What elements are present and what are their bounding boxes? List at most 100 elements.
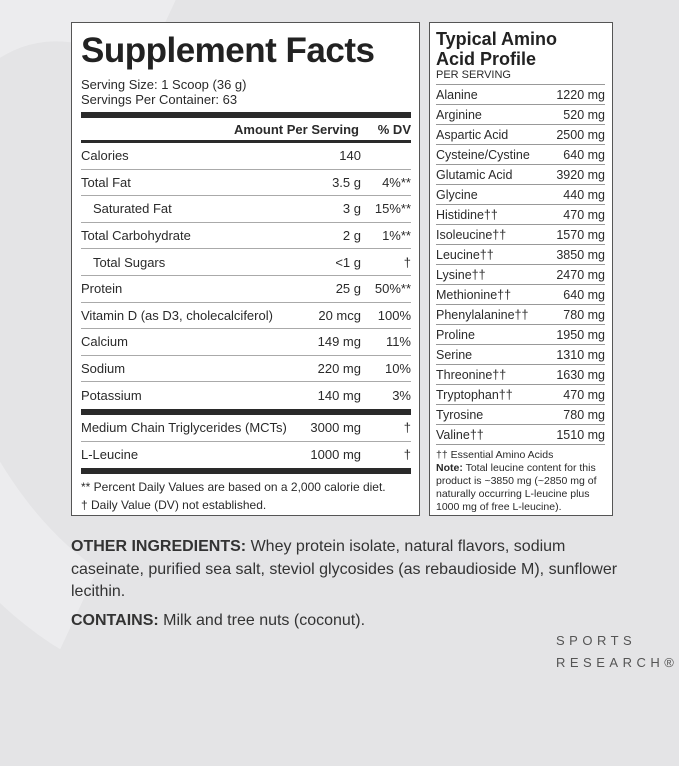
amino-amount: 3850 mg (556, 247, 605, 262)
nutrient-amount: 1000 mg (310, 447, 361, 463)
amino-name: Serine (436, 347, 473, 362)
nutrient-name: Medium Chain Triglycerides (MCTs) (81, 420, 287, 436)
note-text: Total leucine content for this product i… (436, 462, 597, 513)
other-ingredients: OTHER INGREDIENTS: Whey protein isolate,… (71, 536, 631, 604)
amino-amount: 3920 mg (556, 167, 605, 182)
amino-name: Isoleucine†† (436, 227, 507, 242)
footnote-dv: ** Percent Daily Values are based on a 2… (81, 480, 386, 495)
divider-thick (81, 408, 411, 415)
footnote-not-established: † Daily Value (DV) not established. (81, 498, 267, 513)
brand-line1: SPORTS (556, 633, 637, 648)
nutrient-amount: 25 g (335, 281, 361, 297)
table-row: Total Fat 3.5 g 4%** (81, 170, 411, 197)
nutrient-name: Potassium (81, 388, 142, 404)
amino-row: Threonine†† 1630 mg (436, 365, 605, 385)
nutrient-name: Total Fat (81, 174, 131, 190)
table-row: Saturated Fat 3 g 15%** (81, 196, 411, 223)
table-row: Medium Chain Triglycerides (MCTs) 3000 mg… (81, 415, 411, 442)
amino-name: Cysteine/Cystine (436, 147, 530, 162)
nutrient-amount: <1 g (335, 254, 361, 270)
amino-title-line2: Acid Profile (436, 49, 537, 69)
table-row: Protein 25 g 50%** (81, 276, 411, 303)
amino-name: Proline (436, 327, 475, 342)
amino-row: Leucine†† 3850 mg (436, 245, 605, 265)
nutrient-name: Saturated Fat (93, 201, 172, 217)
table-header: Amount Per Serving % DV (81, 118, 411, 140)
amino-name: Tyrosine (436, 407, 484, 422)
amino-row: Histidine†† 470 mg (436, 205, 605, 225)
amino-amount: 470 mg (563, 387, 605, 402)
nutrient-name: L-Leucine (81, 447, 139, 463)
amino-amount: 1310 mg (556, 347, 605, 362)
nutrient-dv: 50%** (374, 281, 411, 297)
amino-amount: 470 mg (563, 207, 605, 222)
amino-row: Tryptophan†† 470 mg (436, 385, 605, 405)
nutrient-amount: 149 mg (317, 334, 361, 350)
supplement-facts-title: Supplement Facts (81, 31, 375, 70)
amino-note: Note: Total leucine content for this pro… (436, 462, 605, 514)
table-row: Total Carbohydrate 2 g 1%** (81, 223, 411, 250)
other-ingredients-text: Whey protein isolate, natural flavors, s… (71, 538, 618, 600)
amino-amount: 2470 mg (556, 267, 605, 282)
amino-name: Glutamic Acid (436, 167, 513, 182)
nutrient-name: Total Sugars (93, 254, 166, 270)
table-row: Sodium 220 mg 10% (81, 356, 411, 383)
nutrient-dv: † (403, 254, 411, 270)
amino-name: Threonine†† (436, 367, 507, 382)
header-dv: % DV (377, 121, 411, 137)
contains-label: CONTAINS: (71, 612, 159, 629)
nutrient-amount: 2 g (342, 228, 361, 244)
amino-row: Phenylalanine†† 780 mg (436, 305, 605, 325)
nutrient-dv: † (403, 447, 411, 463)
amino-row: Methionine†† 640 mg (436, 285, 605, 305)
serving-size: Serving Size: 1 Scoop (36 g) (81, 77, 247, 92)
nutrient-dv: 15%** (374, 201, 411, 217)
amino-amount: 780 mg (563, 407, 605, 422)
other-ingredients-label: OTHER INGREDIENTS: (71, 538, 247, 555)
table-row: Vitamin D (as D3, cholecalciferol) 20 mcg… (81, 303, 411, 330)
amino-row: Aspartic Acid 2500 mg (436, 125, 605, 145)
amino-row: Arginine 520 mg (436, 105, 605, 125)
nutrient-dv: 11% (385, 334, 411, 350)
nutrient-amount: 3.5 g (332, 174, 361, 190)
nutrient-amount: 140 mg (317, 388, 361, 404)
amino-title-line1: Typical Amino (436, 29, 558, 49)
supplement-facts-panel: Supplement Facts Serving Size: 1 Scoop (… (71, 22, 420, 516)
amino-amount: 640 mg (563, 147, 605, 162)
amino-row: Glutamic Acid 3920 mg (436, 165, 605, 185)
amino-amount: 640 mg (563, 287, 605, 302)
servings-per-container: Servings Per Container: 63 (81, 92, 238, 107)
amino-amount: 1570 mg (556, 227, 605, 242)
nutrient-dv: 3% (392, 388, 411, 404)
amino-name: Methionine†† (436, 287, 512, 302)
amino-row: Valine†† 1510 mg (436, 425, 605, 445)
amino-name: Valine†† (436, 427, 484, 442)
table-row: Calcium 149 mg 11% (81, 329, 411, 356)
divider-thick (81, 112, 411, 118)
nutrient-dv: 1%** (382, 228, 411, 244)
nutrient-name: Total Carbohydrate (81, 228, 191, 244)
divider-thick (81, 468, 411, 475)
nutrient-amount: 3000 mg (310, 420, 361, 436)
amino-name: Alanine (436, 87, 478, 102)
amino-row: Isoleucine†† 1570 mg (436, 225, 605, 245)
contains-text: Milk and tree nuts (coconut). (158, 612, 366, 629)
nutrient-name: Calories (81, 148, 129, 164)
nutrient-name: Protein (81, 281, 123, 297)
amino-amount: 780 mg (563, 307, 605, 322)
table-row: L-Leucine 1000 mg † (81, 442, 411, 469)
amino-name: Glycine (436, 187, 478, 202)
amino-name: Arginine (436, 107, 482, 122)
nutrient-amount: 3 g (342, 201, 361, 217)
divider (81, 140, 411, 143)
nutrient-amount: 220 mg (317, 361, 361, 377)
amino-name: Histidine†† (436, 207, 498, 222)
note-label: Note: (436, 462, 463, 474)
amino-name: Lysine†† (436, 267, 486, 282)
amino-row: Alanine 1220 mg (436, 85, 605, 105)
amino-row: Tyrosine 780 mg (436, 405, 605, 425)
amino-row: Proline 1950 mg (436, 325, 605, 345)
amino-amount: 1510 mg (556, 427, 605, 442)
amino-row: Cysteine/Cystine 640 mg (436, 145, 605, 165)
amino-row: Lysine†† 2470 mg (436, 265, 605, 285)
